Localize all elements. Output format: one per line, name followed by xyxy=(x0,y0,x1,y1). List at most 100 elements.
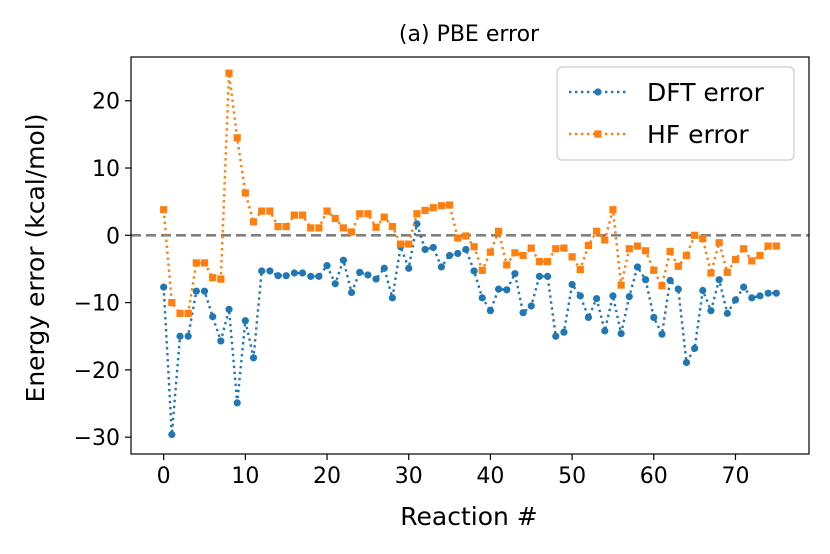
dft-error-point xyxy=(200,287,209,295)
dft-error-point xyxy=(331,280,339,288)
x-tick-label: 50 xyxy=(558,464,586,489)
hf-error-point xyxy=(691,231,699,239)
legend: DFT error HF error xyxy=(556,66,795,161)
dft-error-point xyxy=(772,289,780,297)
dft-error-point xyxy=(160,283,168,291)
dft-error-point xyxy=(503,286,511,294)
dft-error-point xyxy=(633,263,642,271)
hf-error-point xyxy=(503,261,511,269)
dft-error-point xyxy=(380,264,388,272)
dft-error-point xyxy=(666,276,674,284)
x-tick-label: 20 xyxy=(313,464,341,489)
dft-error-point xyxy=(445,251,454,260)
dft-error-point xyxy=(584,313,593,322)
hf-error-point xyxy=(184,309,192,317)
dft-error-point xyxy=(421,245,429,254)
legend-hf-error-label: HF error xyxy=(647,120,749,149)
dft-error-point xyxy=(560,328,568,336)
dft-error-point xyxy=(168,430,176,439)
dft-error-point xyxy=(429,243,437,252)
dft-error-point xyxy=(609,292,617,300)
hf-error-point xyxy=(519,251,527,260)
hf-error-point xyxy=(421,206,429,215)
hf-error-point xyxy=(429,204,437,212)
hf-error-point xyxy=(209,274,217,282)
dft-error-point xyxy=(217,337,225,345)
hf-error-point xyxy=(593,227,601,235)
hf-error-point xyxy=(560,244,568,252)
hf-error-point xyxy=(168,299,176,307)
y-tick-label: −20 xyxy=(74,359,120,384)
dft-error-point xyxy=(764,289,772,297)
hf-error-point xyxy=(617,281,625,289)
dft-error-point xyxy=(298,269,307,277)
hf-error-point xyxy=(682,251,691,260)
hf-error-point xyxy=(633,242,642,250)
hf-error-point xyxy=(544,257,552,266)
hf-error-point xyxy=(160,206,168,214)
hf-error-point xyxy=(486,248,495,256)
dft-error-point xyxy=(413,220,421,228)
x-tick-label: 60 xyxy=(640,464,668,489)
hf-error-point xyxy=(364,210,372,218)
hf-error-point xyxy=(756,251,764,260)
y-tick-label: 0 xyxy=(106,224,120,249)
legend-dft-error-label: DFT error xyxy=(647,78,765,107)
hf-error-point xyxy=(715,239,723,247)
hf-error-point xyxy=(454,234,462,242)
hf-error-point xyxy=(258,207,266,215)
hf-error-point xyxy=(339,224,347,232)
hf-error-point xyxy=(249,218,258,226)
hf-error-point xyxy=(282,222,290,231)
dft-error-point xyxy=(486,307,495,315)
dft-error-point xyxy=(258,267,266,275)
y-tick-label: −10 xyxy=(74,292,120,317)
dft-error-point xyxy=(756,292,764,300)
dft-error-point xyxy=(511,270,519,278)
y-axis-title: Energy error (kcal/mol) xyxy=(21,114,50,403)
dft-error-point xyxy=(593,294,601,303)
dft-error-point xyxy=(494,285,503,293)
dft-error-point xyxy=(225,305,233,313)
hf-error-point xyxy=(200,259,209,267)
hf-error-point xyxy=(388,222,396,231)
dft-error-point xyxy=(527,302,535,310)
hf-error-point xyxy=(568,253,576,261)
hf-error-point xyxy=(307,224,315,232)
dft-error-point xyxy=(478,294,486,302)
hf-error-point xyxy=(217,275,225,283)
hf-error-point xyxy=(356,210,364,218)
hf-error-point xyxy=(494,227,503,235)
dft-error-point xyxy=(388,294,396,302)
dft-error-point xyxy=(315,272,323,280)
x-tick-label: 10 xyxy=(231,464,259,489)
dft-error-point xyxy=(176,332,184,340)
dft-error-point xyxy=(544,272,552,280)
dft-error-point xyxy=(274,272,282,280)
hf-error-point xyxy=(192,259,200,267)
dft-error-point xyxy=(184,332,192,340)
hf-error-point xyxy=(437,202,446,210)
dft-error-point xyxy=(682,358,691,367)
legend-box xyxy=(556,66,795,161)
dft-error-point xyxy=(617,329,625,338)
dft-error-point xyxy=(625,292,633,301)
dft-error-point xyxy=(323,261,331,270)
hf-error-point xyxy=(731,255,740,264)
hf-error-point xyxy=(674,262,682,270)
hf-error-point xyxy=(315,224,323,232)
hf-error-point xyxy=(372,223,380,231)
x-tick-label: 40 xyxy=(476,464,504,489)
hf-error-point xyxy=(347,228,356,236)
hf-error-point xyxy=(707,269,715,277)
hf-error-point xyxy=(625,245,633,253)
hf-error-point xyxy=(772,242,780,250)
dft-error-point xyxy=(691,344,699,352)
dft-error-point xyxy=(707,307,715,315)
chart-title: (a) PBE error xyxy=(399,22,540,47)
hf-error-point xyxy=(666,247,674,256)
dft-error-point xyxy=(307,272,315,280)
dft-error-point xyxy=(454,249,462,258)
hf-error-point xyxy=(584,241,593,250)
